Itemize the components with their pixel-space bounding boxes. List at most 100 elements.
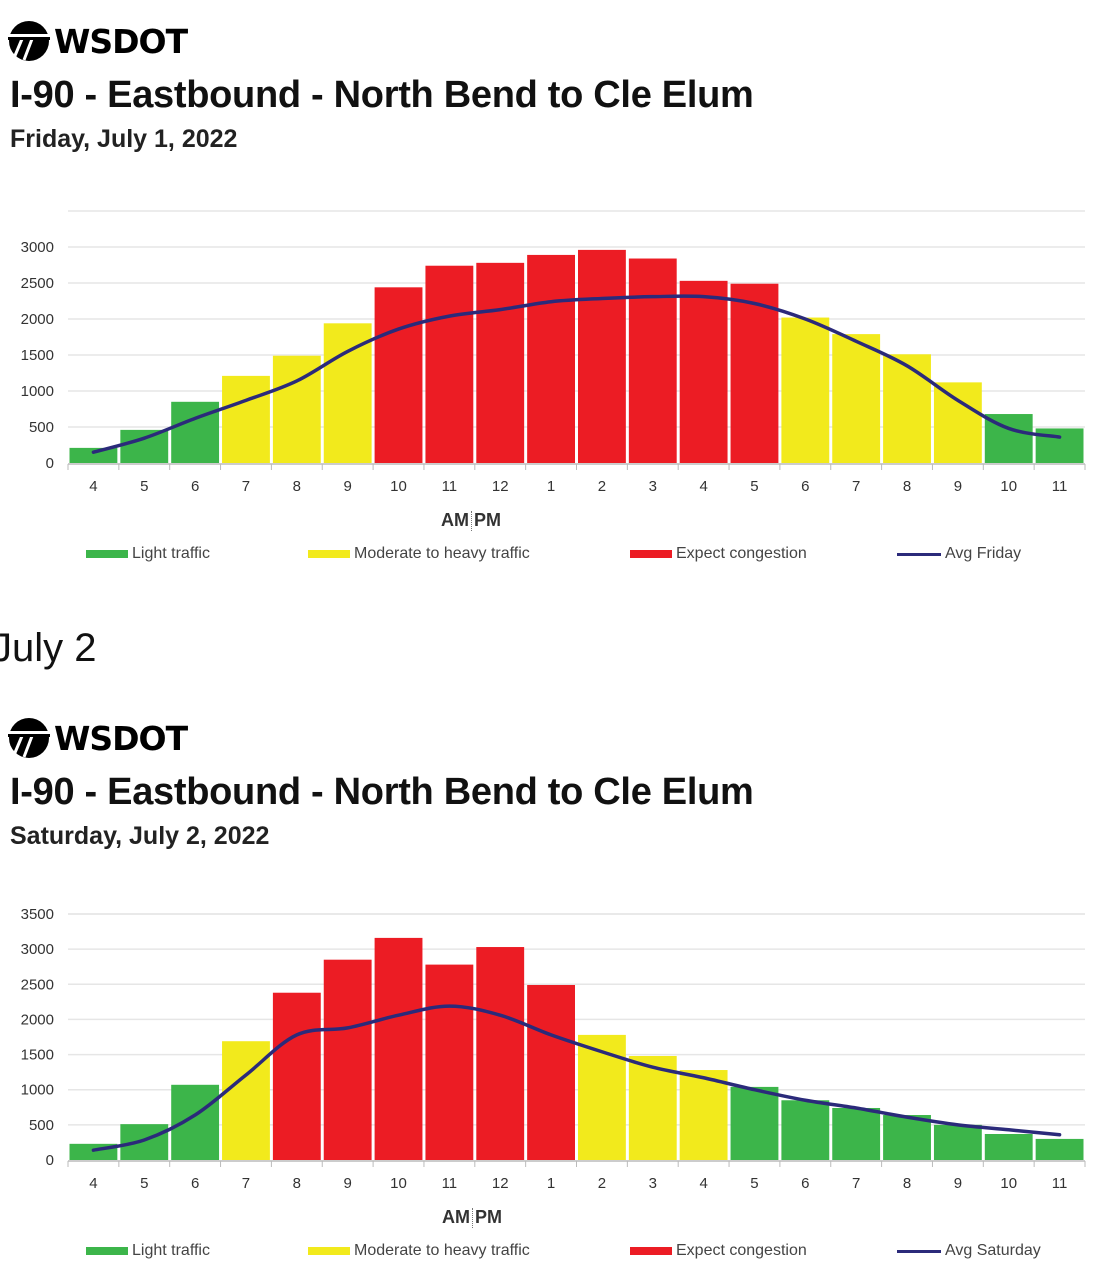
legend-avg: Avg Friday: [897, 545, 1021, 563]
x-tick-label: 6: [191, 1175, 199, 1192]
bar: [425, 964, 474, 1160]
bar: [374, 287, 423, 463]
y-tick-label: 0: [46, 455, 54, 472]
y-tick-label: 2500: [21, 976, 54, 993]
x-tick-label: 7: [242, 1175, 250, 1192]
legend-moderate: Moderate to heavy traffic: [308, 545, 530, 563]
x-tick-label: 7: [242, 478, 250, 495]
bar: [222, 375, 270, 463]
legend-label: Moderate to heavy traffic: [354, 545, 530, 562]
bar: [120, 429, 169, 463]
bar: [883, 354, 931, 463]
legend-congestion: Expect congestion: [630, 1242, 807, 1260]
y-tick-label: 0: [46, 1152, 54, 1169]
bar: [832, 1107, 881, 1160]
x-tick-label: 11: [442, 478, 458, 495]
y-tick-label: 500: [29, 1117, 54, 1134]
chart-date: Friday, July 1, 2022: [10, 125, 238, 153]
x-tick-label: 10: [390, 478, 407, 495]
y-tick-label: 2000: [21, 311, 54, 328]
y-tick-label: 1500: [21, 347, 54, 364]
legend-swatch: [630, 1247, 672, 1255]
y-tick-label: 3500: [21, 906, 54, 923]
pm-label: PM: [474, 510, 501, 530]
x-tick-label: 6: [801, 1175, 809, 1192]
bar: [679, 1070, 728, 1160]
x-tick-label: 4: [89, 1175, 97, 1192]
bar: [476, 262, 525, 463]
bar: [1035, 1138, 1084, 1160]
y-tick-label: 500: [29, 419, 54, 436]
bar: [578, 1034, 626, 1160]
x-tick-label: 4: [699, 1175, 707, 1192]
legend-light: Light traffic: [86, 545, 210, 563]
bar: [933, 1124, 982, 1160]
x-tick-label: 10: [1000, 1175, 1017, 1192]
bar: [781, 1100, 830, 1160]
avg-line: [91, 294, 1062, 454]
bar: [527, 984, 575, 1160]
legend-label: Avg Saturday: [945, 1242, 1041, 1259]
legend-line: [897, 552, 941, 556]
x-tick-label: 8: [293, 1175, 301, 1192]
logo-text: WSDOT: [54, 21, 188, 61]
bar: [933, 382, 982, 463]
x-tick-label: 9: [344, 1175, 352, 1192]
y-tick-label: 3000: [21, 239, 54, 256]
x-tick-label: 11: [1052, 478, 1068, 495]
wsdot-emblem-icon: [8, 21, 50, 61]
legend-swatch: [308, 1247, 350, 1255]
x-tick-label: 3: [649, 478, 657, 495]
x-tick-label: 7: [852, 1175, 860, 1192]
y-tick-label: 1000: [21, 383, 54, 400]
section-heading: July 2: [0, 626, 97, 670]
legend-swatch: [86, 550, 128, 558]
wsdot-logo: WSDOT: [8, 717, 188, 759]
x-tick-label: 5: [140, 478, 148, 495]
x-tick-label: 5: [140, 1175, 148, 1192]
x-tick-label: 2: [598, 478, 606, 495]
bar: [171, 1084, 220, 1160]
x-tick-label: 1: [547, 478, 555, 495]
legend-label: Light traffic: [132, 545, 210, 562]
x-tick-label: 8: [903, 478, 911, 495]
bar: [730, 1086, 779, 1160]
x-tick-label: 7: [852, 478, 860, 495]
am-label: AM: [442, 1207, 470, 1227]
ampm-label: AM PM: [442, 1207, 502, 1229]
ampm-label: AM PM: [441, 510, 501, 532]
bar: [730, 283, 779, 463]
bar: [781, 317, 830, 463]
x-tick-label: 5: [750, 1175, 758, 1192]
legend-line: [897, 1249, 941, 1253]
am-label: AM: [441, 510, 469, 530]
bar: [527, 254, 575, 463]
legend-swatch: [86, 1247, 128, 1255]
pm-label: PM: [475, 1207, 502, 1227]
wsdot-logo: WSDOT: [8, 20, 188, 62]
chart-date: Saturday, July 2, 2022: [10, 822, 270, 850]
legend-label: Avg Friday: [945, 545, 1022, 562]
legend-light: Light traffic: [86, 1242, 210, 1260]
bar: [476, 947, 525, 1160]
x-tick-label: 9: [344, 478, 352, 495]
x-tick-label: 9: [954, 1175, 962, 1192]
wsdot-emblem-icon: [8, 718, 50, 758]
x-tick-label: 12: [492, 1175, 509, 1192]
y-tick-label: 1500: [21, 1047, 54, 1064]
bar: [374, 937, 423, 1160]
x-tick-label: 11: [442, 1175, 458, 1192]
logo-text: WSDOT: [54, 718, 188, 758]
legend-avg: Avg Saturday: [897, 1242, 1041, 1260]
y-tick-label: 2000: [21, 1011, 54, 1028]
x-tick-label: 10: [390, 1175, 407, 1192]
legend-label: Light traffic: [132, 1242, 210, 1259]
y-tick-label: 1000: [21, 1082, 54, 1099]
bar: [628, 258, 677, 463]
x-tick-label: 6: [191, 478, 199, 495]
bar: [323, 323, 372, 463]
legend-label: Expect congestion: [676, 545, 807, 562]
bar: [832, 334, 881, 463]
